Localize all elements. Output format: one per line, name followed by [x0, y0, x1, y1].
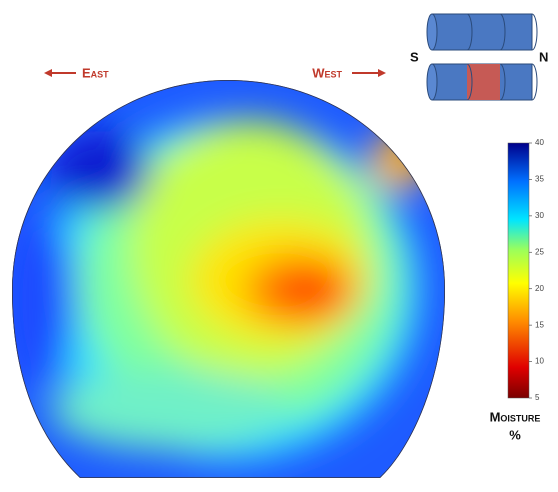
- cylinder-diagram: [427, 14, 537, 100]
- pole-label: N: [539, 49, 548, 64]
- colorbar-tick-label: 15: [535, 320, 544, 329]
- colorbar-title: Moisture: [490, 409, 541, 424]
- colorbar-unit: %: [509, 427, 521, 442]
- colorbar-tick-label: 40: [535, 138, 544, 147]
- colorbar-tick-label: 25: [535, 247, 544, 256]
- pole-label: S: [410, 49, 419, 64]
- direction-label: West: [312, 65, 342, 80]
- east-label: East: [44, 65, 109, 80]
- colorbar-tick-label: 10: [535, 357, 544, 366]
- direction-label: East: [82, 65, 109, 80]
- west-label: West: [312, 65, 386, 80]
- figure: East West S N Moisture % 5 10 15 20 25 30 35 40: [0, 0, 558, 487]
- colorbar-tick-label: 35: [535, 175, 544, 184]
- colorbar-tick-label: 5: [535, 393, 540, 402]
- colorbar-tick-label: 20: [535, 284, 544, 293]
- colorbar: [508, 143, 529, 398]
- moisture-map: [0, 70, 460, 487]
- colorbar-tick-label: 30: [535, 211, 544, 220]
